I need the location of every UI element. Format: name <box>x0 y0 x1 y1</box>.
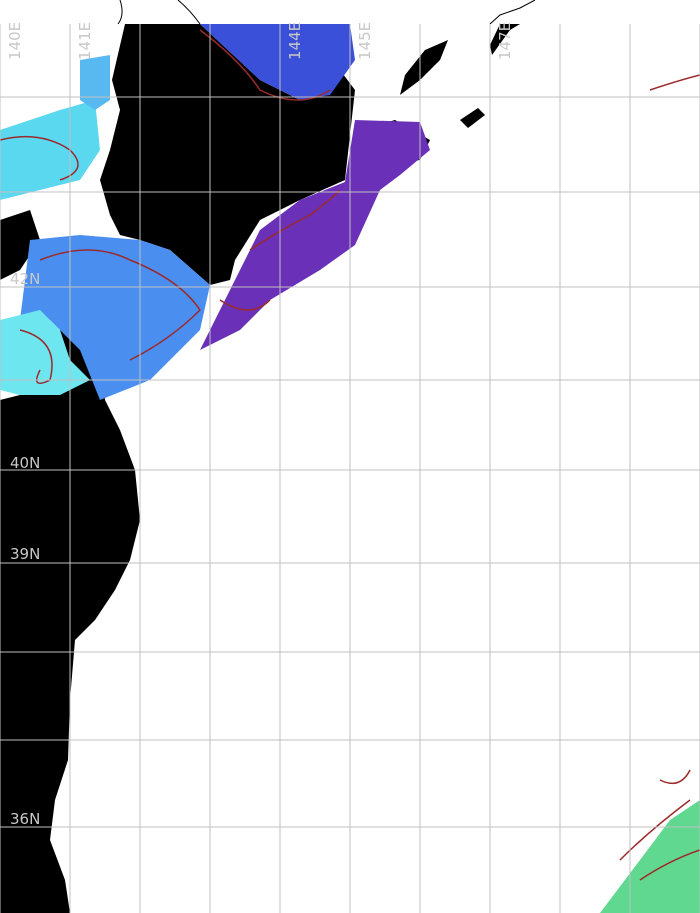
coastline-outline <box>177 0 201 25</box>
land-kuril <box>490 24 520 55</box>
lat-label: 39N <box>10 545 40 563</box>
land-hokkaido <box>100 24 355 285</box>
coastline-outline <box>489 0 536 25</box>
land-peninsula <box>0 210 40 280</box>
sst-patch-purple <box>200 120 430 350</box>
sst-patch-green <box>600 800 700 913</box>
lon-label: 145E <box>356 22 374 60</box>
lat-label: 40N <box>10 454 40 472</box>
lon-label: 147E <box>496 22 514 60</box>
sst-patch-deep-blue <box>200 24 355 100</box>
lon-label: 140E <box>6 22 24 60</box>
lat-label: 36N <box>10 810 40 828</box>
sst-patch-cyan <box>0 100 100 200</box>
lon-label: 144E <box>286 22 304 60</box>
land-kuril <box>400 40 448 95</box>
lat-label: 42N <box>10 270 40 288</box>
graticule <box>0 24 700 913</box>
lon-label: 141E <box>76 22 94 60</box>
land-kuril <box>460 108 485 128</box>
sst-patch-light-blue <box>80 55 110 110</box>
coastline-outline <box>117 0 123 25</box>
